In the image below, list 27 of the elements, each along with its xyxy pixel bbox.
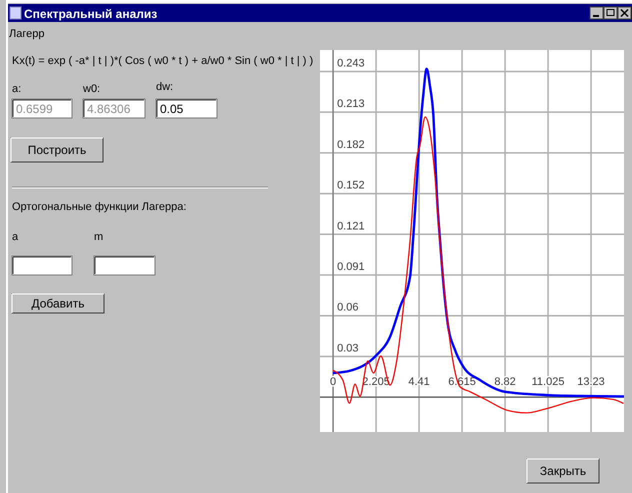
x-tick-label: 11.025 [532,376,564,388]
y-tick-label: 0.06 [337,302,358,314]
text: m [94,231,104,243]
x-tick-label: 13.23 [577,376,605,388]
text: dw: [156,81,174,93]
x-tick-label: 8.82 [494,376,516,388]
y-tick-label: 0.243 [337,57,365,70]
text: Спектральный анализ [24,7,158,21]
text: 4.86306 [87,102,131,116]
y-tick-label: 0.213 [337,98,365,110]
text: Kx(t) = exp ( -a* | t | )*( Cos ( w0 * t ) + a/w0 * Sin ( w0 * | t | ) ) [12,55,314,67]
text: Построить [28,143,86,157]
y-tick-label: 0.03 [337,342,358,354]
y-tick-label: 0.152 [337,180,365,192]
text: a [12,231,19,243]
y-tick-label: 0.121 [337,220,365,232]
text: Лагерр [9,28,44,40]
text: w0: [82,83,100,95]
text: Закрыть [540,464,586,478]
y-tick-label: 0.182 [337,138,365,151]
y-tick-label: 0.091 [337,261,365,274]
text: 0.05 [160,102,184,116]
text: Ортогональные функции Лагерра: [12,201,186,213]
x-tick-label: 4.41 [408,376,430,388]
text: a: [12,83,22,95]
text: 0.6599 [16,102,54,116]
text: Добавить [31,296,85,310]
